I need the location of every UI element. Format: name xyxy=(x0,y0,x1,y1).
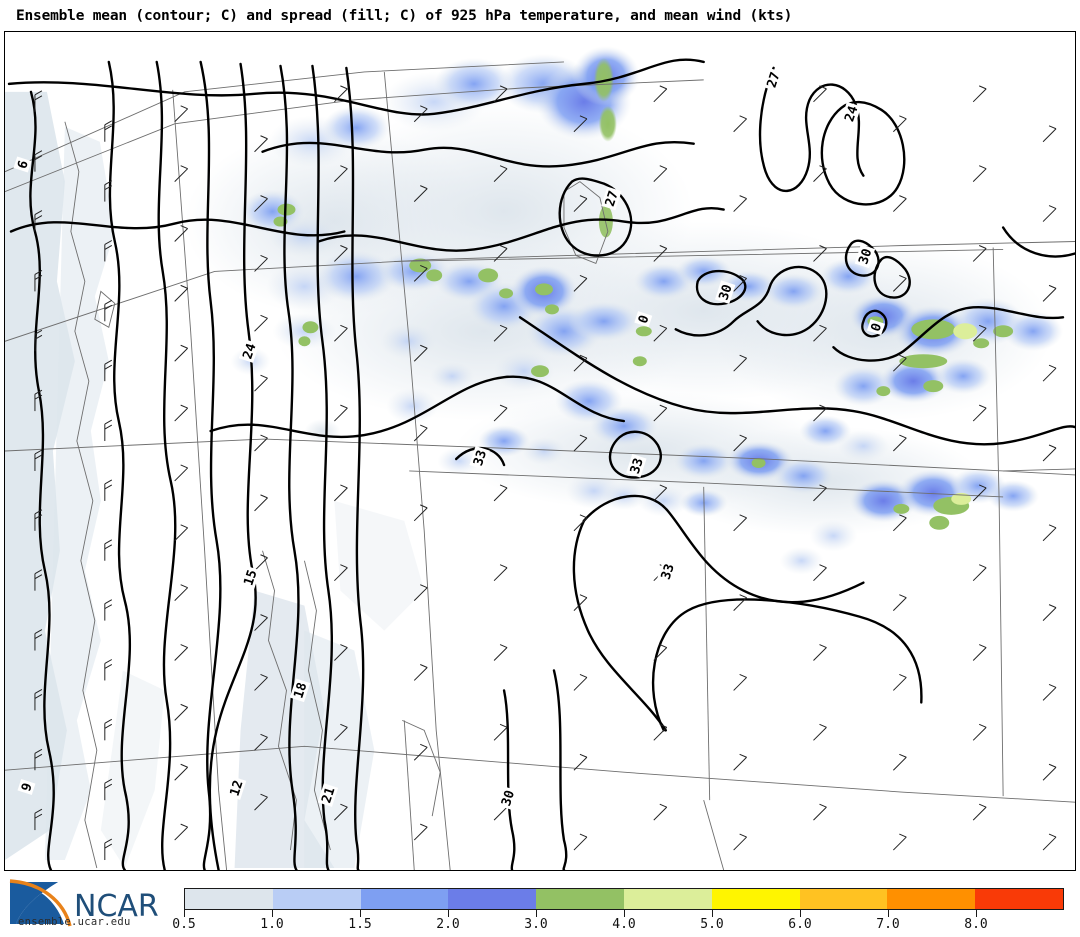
colorbar-segment-3 xyxy=(448,889,537,909)
contour-label: 21 xyxy=(317,783,339,807)
contour-label-bg xyxy=(866,319,885,336)
colorbar-tick-label: 8.0 xyxy=(964,917,988,932)
map-panel[interactable]: 6 9 12 15 18 21 24 27 27 24 30 30 30 33 33 33 0 0 xyxy=(4,31,1076,871)
contour-label-text: 18 xyxy=(291,681,310,700)
contour-label-text: 24 xyxy=(842,104,861,124)
colorbar-segment-5 xyxy=(623,889,712,909)
contour-label-text: 33 xyxy=(471,448,490,467)
contour-label-text: 12 xyxy=(227,779,246,798)
ncar-logo[interactable]: NCAR xyxy=(6,876,166,932)
contour-label-text: 15 xyxy=(241,568,260,587)
contour-label-bg xyxy=(854,244,876,269)
colorbar-tick-label: 1.0 xyxy=(260,917,284,932)
colorbar-tick-label: 3.0 xyxy=(524,917,548,932)
colorbar-segment-8 xyxy=(887,889,976,909)
colorbar-segment-7 xyxy=(799,889,888,909)
colorbar[interactable]: 0.5 1.0 1.5 2.0 3.0 4.0 5.0 6.0 7.0 8.0 xyxy=(172,888,1064,932)
contour-label: 27 xyxy=(762,67,784,92)
contour-label: 30 xyxy=(854,244,876,269)
colorbar-ticks xyxy=(184,910,1064,918)
contour-label-bg xyxy=(289,678,311,703)
colorbar-segment-0 xyxy=(185,889,273,909)
contour-label-bg xyxy=(762,67,784,92)
colorbar-tick-label: 7.0 xyxy=(876,917,900,932)
colorbar-tick-label: 6.0 xyxy=(788,917,812,932)
contour-label-text: 24 xyxy=(240,341,259,361)
contour-label-bg xyxy=(840,101,862,126)
contour-label-bg xyxy=(238,339,260,363)
colorbar-tick-label: 1.5 xyxy=(348,917,372,932)
colorbar-segment-4 xyxy=(536,889,624,909)
contour-label-text: 33 xyxy=(628,456,647,475)
colorbar-segment-2 xyxy=(360,889,449,909)
ncar-url-label: ensemble.ucar.edu xyxy=(18,916,131,928)
contour-label-bg xyxy=(225,776,247,800)
colorbar-tick xyxy=(888,910,890,917)
colorbar-tick xyxy=(360,910,362,917)
page-title: Ensemble mean (contour; C) and spread (f… xyxy=(16,8,793,24)
contour-label-bg xyxy=(714,280,736,305)
colorbar-tick-label: 5.0 xyxy=(700,917,724,932)
colorbar-swatches[interactable] xyxy=(184,888,1064,910)
contour-label-bg xyxy=(13,156,32,173)
contour-layer xyxy=(7,58,1075,870)
colorbar-tick-label: 4.0 xyxy=(612,917,636,932)
geo-boundary-layer xyxy=(5,61,1075,870)
colorbar-tick xyxy=(536,910,538,917)
contour-label-layer: 6 9 12 15 18 21 24 27 27 24 30 30 30 33 33 33 0 0 xyxy=(13,67,885,810)
contour-label-text: 27 xyxy=(764,70,783,89)
contour-label: 33 xyxy=(626,454,647,478)
colorbar-segment-9 xyxy=(975,889,1063,909)
contour-label: 24 xyxy=(238,339,260,363)
contour-label: 27 xyxy=(601,186,622,211)
contour-label: 0 xyxy=(634,311,653,328)
colorbar-tick-labels: 0.5 1.0 1.5 2.0 3.0 4.0 5.0 6.0 7.0 8.0 xyxy=(172,917,1064,937)
contour-label-text: 30 xyxy=(856,247,875,267)
colorbar-tick-label: 2.0 xyxy=(436,917,460,932)
colorbar-tick xyxy=(712,910,714,917)
contour-label: 9 xyxy=(17,779,36,796)
contour-label: 18 xyxy=(289,678,311,703)
contour-label: 30 xyxy=(714,280,736,305)
header: Ensemble mean (contour; C) and spread (f… xyxy=(0,0,1080,81)
contour-label-text: 21 xyxy=(319,785,338,805)
colorbar-tick xyxy=(800,910,802,917)
colorbar-segment-6 xyxy=(711,889,800,909)
colorbar-segment-1 xyxy=(272,889,361,909)
contour-label-bg xyxy=(634,311,653,328)
contour-label: 24 xyxy=(840,101,862,126)
contour-label: 30 xyxy=(497,786,518,810)
colorbar-tick xyxy=(184,910,186,917)
contour-label: 15 xyxy=(239,565,261,590)
contour-label: 33 xyxy=(657,559,678,584)
contour-label-bg xyxy=(239,565,261,590)
map-canvas: 6 9 12 15 18 21 24 27 27 24 30 30 30 33 33 33 0 0 xyxy=(5,45,1075,870)
contour-label-bg xyxy=(626,454,647,478)
contour-label-bg xyxy=(469,446,490,470)
contour-label-text: 30 xyxy=(499,788,518,808)
footer: NCAR ensemble.ucar.edu 0.5 1.0 1.5 2.0 3.0 4.… xyxy=(0,874,1080,936)
colorbar-tick xyxy=(976,910,978,917)
contour-label: 12 xyxy=(225,776,247,800)
contour-label-bg xyxy=(317,783,339,807)
contour-label: 33 xyxy=(469,446,490,470)
colorbar-tick xyxy=(448,910,450,917)
colorbar-tick-label: 0.5 xyxy=(172,917,196,932)
contour-label-bg xyxy=(657,559,678,584)
colorbar-tick xyxy=(624,910,626,917)
contour-label-bg xyxy=(601,186,622,211)
contour-label: 0 xyxy=(866,319,885,336)
contour-label-bg xyxy=(497,786,518,810)
contour-label-text: 30 xyxy=(717,283,736,303)
ncar-wordmark: NCAR xyxy=(74,889,159,924)
contour-label-text: 33 xyxy=(659,562,678,581)
contour-label: 6 xyxy=(13,156,32,173)
contour-label-text: 27 xyxy=(603,189,622,208)
contour-label-bg xyxy=(17,779,36,796)
colorbar-tick xyxy=(272,910,274,917)
